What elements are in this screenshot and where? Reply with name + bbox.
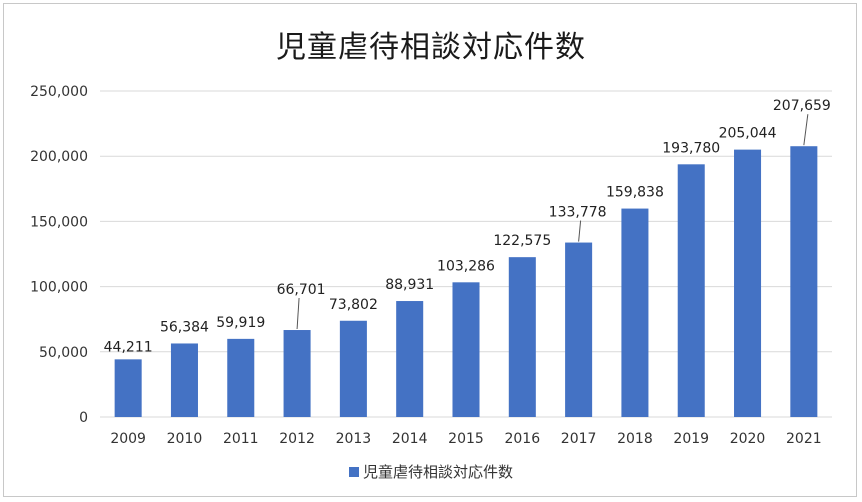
data-label: 103,286	[437, 258, 495, 274]
data-label: 133,778	[549, 205, 607, 221]
bar	[790, 146, 818, 418]
x-tick-label: 2021	[786, 431, 822, 447]
bar	[170, 343, 198, 417]
bar	[677, 164, 705, 417]
data-label: 159,838	[606, 185, 664, 201]
chart-title: 児童虐待相談対応件数	[276, 30, 586, 65]
data-label: 66,701	[277, 282, 326, 298]
bar	[565, 242, 593, 417]
data-label: 122,575	[493, 233, 551, 249]
bar	[396, 301, 424, 417]
x-tick-label: 2009	[110, 431, 146, 447]
bar	[114, 359, 142, 417]
data-label: 205,044	[719, 126, 777, 142]
bar	[621, 208, 649, 417]
x-tick-label: 2011	[223, 431, 259, 447]
data-label: 59,919	[216, 315, 265, 331]
data-label-leader	[803, 114, 809, 146]
y-tick-label: 150,000	[30, 214, 88, 230]
legend: 児童虐待相談対応件数	[0, 461, 862, 482]
data-label: 73,802	[329, 297, 378, 313]
data-label: 193,780	[662, 140, 720, 156]
bar	[339, 320, 367, 417]
data-label: 56,384	[160, 319, 209, 335]
legend-swatch	[348, 467, 359, 477]
data-label: 207,659	[773, 98, 831, 114]
x-tick-label: 2017	[561, 431, 597, 447]
x-tick-label: 2010	[167, 431, 203, 447]
chart-frame	[3, 3, 857, 497]
x-tick-label: 2013	[336, 431, 372, 447]
y-tick-label: 200,000	[30, 149, 88, 165]
bar	[508, 257, 536, 417]
y-tick-label: 50,000	[39, 345, 88, 361]
bar	[734, 149, 762, 417]
x-tick-label: 2018	[617, 431, 653, 447]
data-label: 88,931	[385, 277, 434, 293]
x-tick-label: 2012	[279, 431, 315, 447]
x-tick-label: 2016	[504, 431, 540, 447]
data-label-leader	[296, 297, 300, 330]
y-tick-label: 250,000	[30, 84, 88, 100]
bar	[227, 338, 255, 417]
x-tick-label: 2015	[448, 431, 484, 447]
x-tick-label: 2019	[673, 431, 709, 447]
bar	[283, 330, 311, 417]
x-tick-label: 2020	[730, 431, 766, 447]
bar	[452, 282, 480, 417]
y-tick-label: 0	[79, 410, 88, 426]
data-label: 44,211	[104, 339, 153, 355]
data-label-leader	[578, 220, 582, 242]
x-tick-label: 2014	[392, 431, 428, 447]
y-tick-label: 100,000	[30, 280, 88, 296]
legend-label: 児童虐待相談対応件数	[362, 463, 513, 481]
